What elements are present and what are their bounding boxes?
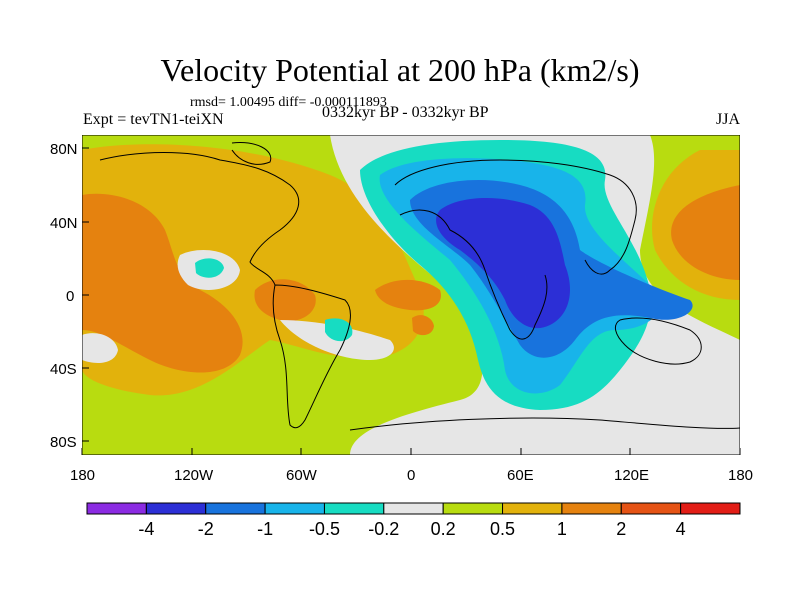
colorbar-label: 4 — [675, 519, 686, 539]
colorbar-label: 0.5 — [490, 519, 516, 539]
map-field — [82, 135, 740, 455]
colorbar-swatch — [442, 502, 504, 515]
negative-region-core — [436, 198, 570, 329]
lon-tick-label: 120E — [614, 467, 650, 484]
positive-region-pacific-core — [82, 193, 243, 373]
lon-tick-label: 180 — [728, 467, 754, 484]
coastlines — [99, 141, 740, 431]
lon-tick-label: 0 — [407, 467, 416, 484]
stats-line: rmsd= 1.00495 diff= -0.000111893 — [190, 95, 387, 110]
colorbar-swatch — [561, 502, 622, 515]
positive-region-west-pacific-core — [671, 185, 740, 280]
colorbar-label: 1 — [556, 519, 567, 539]
colorbar-label: 2 — [616, 519, 627, 539]
colorbar-label: 0.2 — [430, 519, 456, 539]
lat-tick-label: 80S — [50, 434, 77, 451]
colorbar-label: -4 — [138, 519, 155, 539]
lat-tick-label: 0 — [66, 288, 75, 305]
colorbar-swatch — [620, 502, 682, 515]
axis-ticks — [81, 147, 741, 455]
colorbar-swatch — [502, 502, 563, 515]
season-label: JJA — [716, 111, 741, 128]
colorbar-label: -1 — [257, 519, 274, 539]
positive-region-atlantic-core — [254, 279, 316, 322]
colorbar-label: -2 — [197, 519, 214, 539]
colorbar-label: -0.2 — [368, 519, 400, 539]
lon-tick-label: 180 — [70, 467, 96, 484]
lon-tick-label: 60W — [286, 467, 317, 484]
zero-band-sw — [82, 333, 118, 363]
lat-tick-label: 80N — [50, 141, 78, 158]
colorbar-label: -0.5 — [308, 519, 340, 539]
colorbar-swatch — [205, 502, 266, 515]
positive-region-sa-small — [412, 315, 434, 336]
experiment-label: Expt = tevTN1-teiXN — [83, 111, 224, 128]
colorbar-swatch — [680, 502, 741, 515]
lon-tick-label: 60E — [507, 467, 534, 484]
lat-tick-label: 40N — [50, 215, 78, 232]
lat-tick-label: 40S — [50, 361, 77, 378]
colorbar-swatch — [145, 502, 207, 515]
colorbar-swatch — [86, 502, 147, 515]
colorbar-swatch — [264, 502, 325, 515]
colorbar-swatch — [383, 502, 444, 515]
negative-region-small-2 — [325, 318, 353, 342]
lon-tick-label: 120W — [174, 467, 214, 484]
chart-title: Velocity Potential at 200 hPa (km2/s) — [160, 52, 640, 88]
colorbar-swatch — [323, 502, 385, 515]
period-label: 0332kyr BP - 0332kyr BP — [322, 104, 489, 121]
negative-region-small-1 — [195, 258, 224, 278]
positive-region-atlantic-east — [375, 279, 441, 311]
